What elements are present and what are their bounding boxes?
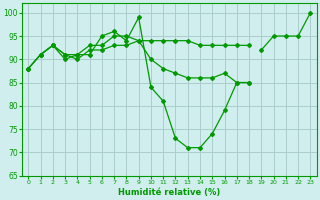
- X-axis label: Humidité relative (%): Humidité relative (%): [118, 188, 220, 197]
